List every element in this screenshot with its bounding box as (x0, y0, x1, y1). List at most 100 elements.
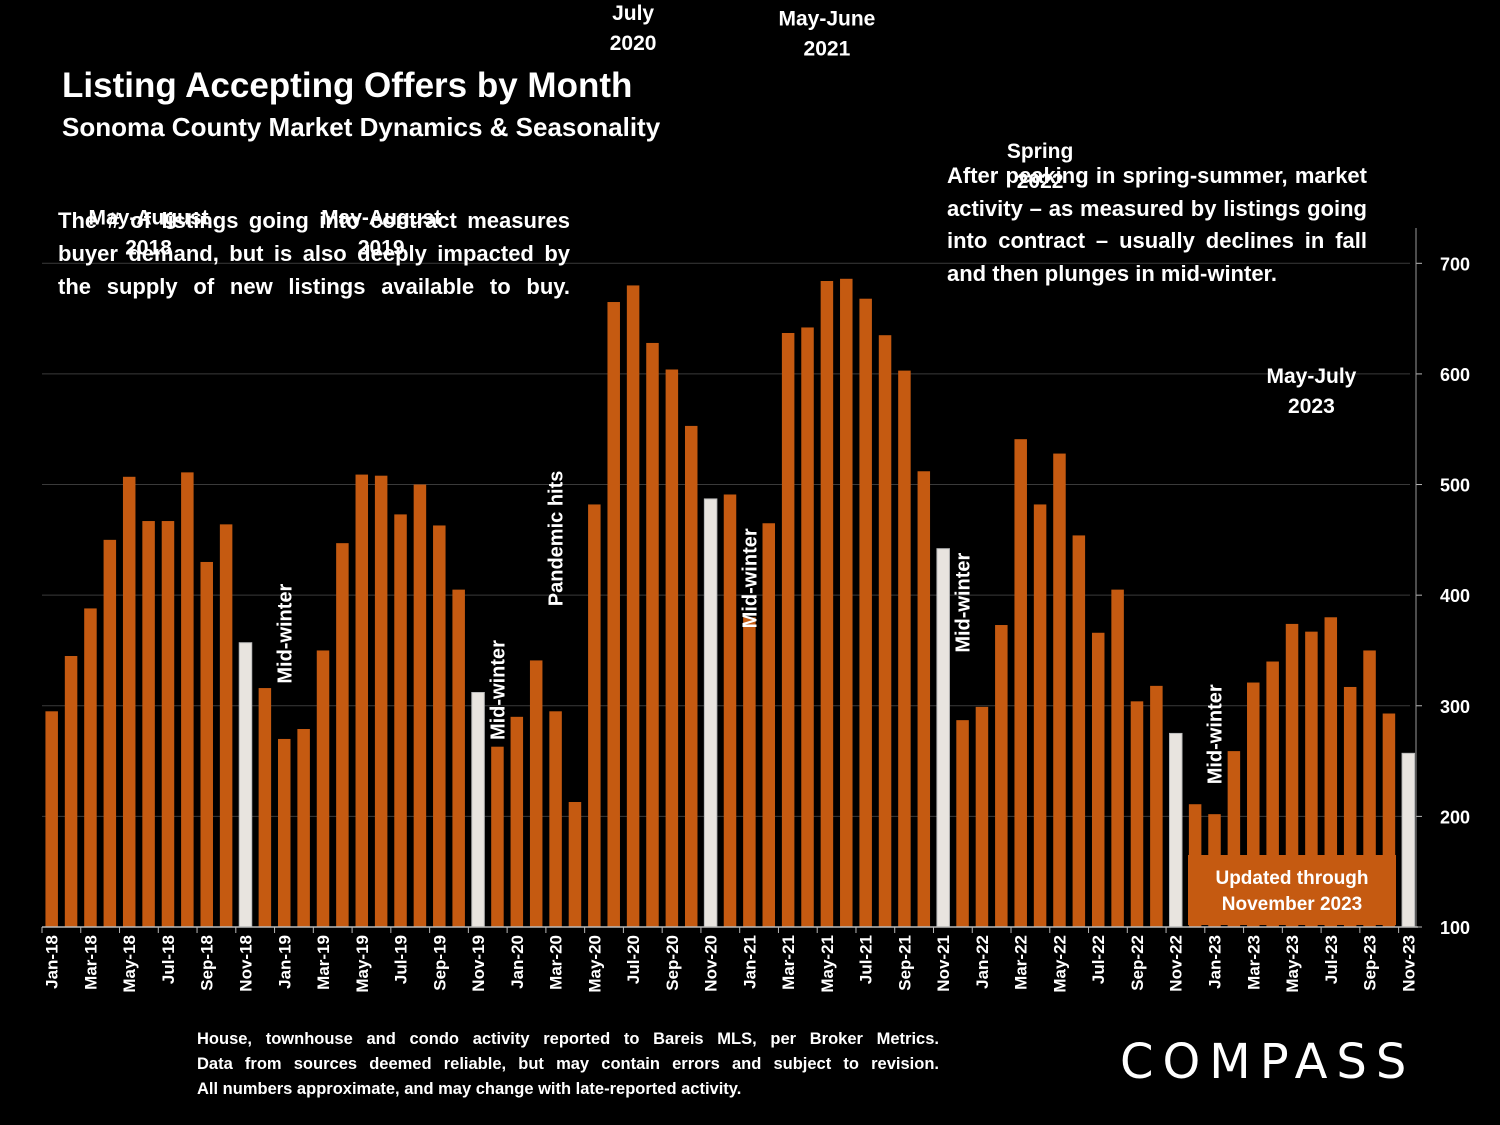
annotation-label: Mid-winter (1205, 684, 1227, 784)
x-tick-label: Nov-22 (1167, 935, 1186, 992)
annotation-label: 2021 (804, 37, 851, 60)
bar-Oct-22 (1150, 685, 1163, 927)
x-tick-label: May-19 (353, 935, 372, 993)
x-tick-label: May-23 (1283, 935, 1302, 993)
footnote-line: House, townhouse and condo activity repo… (197, 1030, 939, 1048)
bar-Dec-18 (258, 688, 272, 927)
bar-Aug-18 (181, 472, 194, 927)
bar-Sep-21 (898, 370, 911, 927)
bar-Jan-21 (743, 617, 756, 927)
y-tick-label: 100 (1440, 918, 1470, 938)
x-tick-label: Mar-18 (81, 935, 100, 990)
bar-Aug-21 (878, 335, 892, 927)
x-tick-label: Nov-20 (702, 935, 721, 992)
x-tick-label: Jul-18 (159, 935, 178, 984)
bar-Jun-23 (1305, 631, 1318, 927)
update-box (1188, 855, 1396, 925)
y-tick-label: 600 (1440, 365, 1470, 385)
bar-Feb-20 (529, 660, 543, 927)
x-tick-label: Sep-23 (1361, 935, 1380, 991)
bar-Jul-23 (1324, 617, 1338, 927)
annotation-label: May-July (1266, 365, 1356, 388)
x-tick-label: Jul-22 (1089, 935, 1108, 984)
y-tick-label: 500 (1440, 476, 1470, 496)
x-tick-label: Mar-22 (1012, 935, 1031, 990)
bar-May-23 (1285, 623, 1299, 927)
bar-May-22 (1053, 453, 1066, 927)
x-tick-label: Jan-19 (275, 935, 294, 989)
bar-Mar-19 (316, 650, 330, 927)
bar-Nov-20 (703, 498, 718, 928)
bar-Apr-22 (1033, 504, 1047, 927)
bar-Jul-22 (1091, 632, 1105, 927)
annotation-label: Mid-winter (487, 640, 509, 740)
bar-Jan-19 (278, 738, 291, 927)
bar-Nov-19 (471, 691, 485, 928)
annotation-label: 2018 (125, 237, 172, 260)
compass-logo: COMPASS (1120, 1034, 1416, 1090)
bar-Jun-21 (840, 278, 853, 928)
bar-Sep-19 (433, 525, 446, 927)
bar-Jul-20 (626, 285, 640, 927)
bar-Jun-20 (607, 302, 620, 927)
bar-Apr-19 (336, 543, 349, 927)
update-box-label: November 2023 (1222, 894, 1362, 915)
x-tick-label: Sep-19 (430, 935, 449, 991)
x-tick-label: Jan-22 (973, 935, 992, 989)
x-tick-label: Jul-19 (392, 935, 411, 984)
bar-Oct-21 (917, 471, 931, 927)
x-tick-label: Mar-19 (314, 935, 333, 990)
bar-May-20 (588, 504, 601, 927)
x-tick-label: Nov-21 (934, 935, 953, 992)
chart-subtitle: Sonoma County Market Dynamics & Seasonal… (62, 112, 661, 142)
bar-Apr-18 (103, 539, 117, 927)
annotation-label: 2019 (358, 237, 405, 260)
bar-Mar-22 (1014, 439, 1027, 927)
bar-Jul-18 (161, 521, 175, 927)
annotation-label: 2023 (1288, 395, 1335, 418)
update-box-label: Updated through (1215, 868, 1368, 889)
annotation-label: Pandemic hits (546, 471, 568, 607)
x-tick-label: Mar-20 (547, 935, 566, 990)
bar-Oct-19 (452, 589, 465, 927)
bar-Sep-22 (1130, 701, 1144, 927)
annotation-label: Spring (1007, 140, 1074, 163)
y-tick-label: 300 (1440, 697, 1470, 717)
x-tick-label: May-22 (1050, 935, 1069, 993)
bar-Sep-18 (200, 561, 213, 927)
footnote-line: Data from sources deemed reliable, but m… (197, 1055, 939, 1073)
x-tick-label: Sep-20 (663, 935, 682, 991)
bar-Jul-21 (859, 298, 872, 928)
bar-Nov-18 (238, 642, 253, 928)
bar-Aug-22 (1111, 589, 1124, 927)
x-tick-label: Jan-23 (1206, 935, 1225, 989)
bar-Jan-22 (975, 706, 989, 927)
y-tick-label: 200 (1440, 807, 1470, 827)
x-tick-label: Jul-20 (624, 935, 643, 984)
bar-Dec-20 (723, 494, 737, 927)
bar-Mar-21 (781, 332, 795, 928)
bar-Apr-20 (568, 802, 582, 927)
bar-Jun-18 (142, 521, 155, 927)
bar-Aug-20 (646, 342, 659, 927)
x-tick-label: Jul-21 (857, 935, 876, 984)
bar-Dec-19 (491, 746, 504, 927)
x-tick-label: May-20 (585, 935, 604, 993)
bar-Feb-19 (297, 728, 310, 927)
bar-Aug-19 (413, 484, 427, 927)
bar-Apr-21 (801, 327, 814, 928)
y-tick-label: 700 (1440, 254, 1470, 274)
bar-Jun-19 (374, 475, 388, 927)
annotation-label: July (612, 2, 654, 25)
x-tick-label: Nov-18 (236, 935, 255, 992)
bar-Dec-21 (956, 720, 969, 927)
x-tick-label: Jul-23 (1322, 935, 1341, 984)
bar-Feb-22 (995, 625, 1008, 927)
bar-Oct-18 (219, 524, 233, 927)
annotation-label: 2020 (610, 32, 657, 55)
x-tick-label: Jan-21 (740, 935, 759, 989)
bar-May-21 (820, 281, 834, 927)
bar-Sep-20 (665, 369, 679, 927)
annotation-label: May-August (89, 207, 209, 230)
